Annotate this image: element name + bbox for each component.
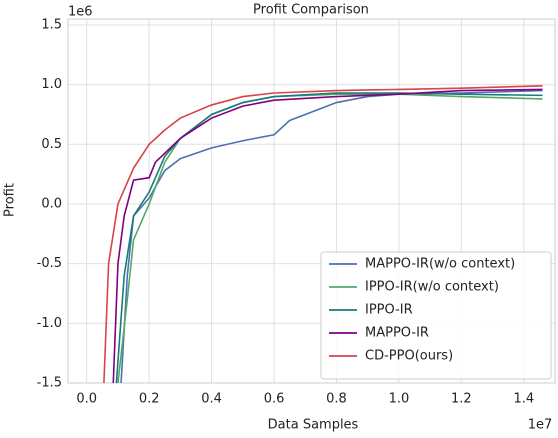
- legend-label: MAPPO-IR(w/o context): [365, 257, 515, 272]
- x-tick-label: 0.4: [201, 392, 222, 407]
- x-tick-label: 0.0: [76, 392, 97, 407]
- y-tick-label: -1.5: [37, 376, 62, 391]
- y-tick-label: -0.5: [37, 256, 62, 271]
- x-tick-label: 0.8: [326, 392, 347, 407]
- series-line: [112, 88, 543, 383]
- x-tick-label: 0.2: [139, 392, 160, 407]
- chart-title: Profit Comparison: [253, 3, 369, 18]
- x-offset-label: 1e7: [528, 418, 553, 433]
- legend-box: [320, 251, 552, 380]
- plot-frame: [67, 18, 556, 384]
- legend-label: IPPO-IR(w/o context): [365, 280, 499, 295]
- y-tick-label: 0.0: [41, 196, 62, 211]
- y-tick-label: 0.5: [41, 137, 62, 152]
- legend-label: CD-PPO(ours): [365, 349, 453, 364]
- lines: [103, 85, 543, 383]
- x-tick-label: 1.4: [513, 392, 534, 407]
- x-axis-label: Data Samples: [268, 418, 359, 433]
- x-tick-label: 1.2: [451, 392, 472, 407]
- x-tick-label: 0.6: [264, 392, 285, 407]
- series-line: [115, 92, 543, 383]
- y-offset-label: 1e6: [68, 5, 93, 20]
- legend-label: MAPPO-IR: [365, 326, 429, 341]
- y-axis-label: Profit: [3, 183, 18, 217]
- y-tick-label: 1.0: [41, 77, 62, 92]
- y-tick-label: 1.5: [41, 17, 62, 32]
- y-tick-label: -1.0: [37, 316, 62, 331]
- x-tick-label: 1.0: [389, 392, 410, 407]
- series-line: [103, 85, 543, 383]
- legend-label: IPPO-IR: [365, 303, 413, 318]
